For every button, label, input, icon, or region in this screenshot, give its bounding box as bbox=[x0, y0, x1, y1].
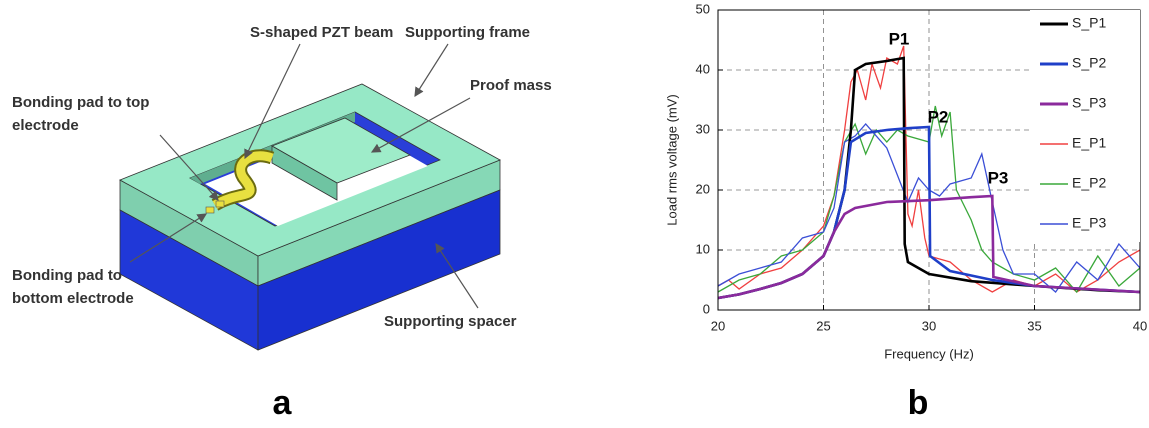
legend-label: S_P2 bbox=[1072, 55, 1106, 71]
diagram-label: Bonding pad to bbox=[12, 267, 122, 284]
y-tick-label: 50 bbox=[696, 1, 710, 16]
diagram-label: bottom electrode bbox=[12, 290, 134, 307]
diagram-label: Supporting spacer bbox=[384, 313, 517, 330]
diagram-label: Proof mass bbox=[470, 77, 552, 94]
legend-label: S_P1 bbox=[1072, 15, 1106, 31]
y-axis-label: Load rms voltage (mV) bbox=[664, 94, 679, 226]
legend-label: S_P3 bbox=[1072, 95, 1106, 111]
y-tick-label: 40 bbox=[696, 61, 710, 76]
arrow bbox=[159, 134, 219, 201]
x-tick-label: 30 bbox=[922, 318, 936, 333]
arrow bbox=[414, 43, 449, 98]
series-line bbox=[717, 194, 1141, 300]
diagram-label: electrode bbox=[12, 117, 79, 134]
arrow bbox=[129, 213, 208, 263]
x-tick-label: 40 bbox=[1133, 318, 1147, 333]
y-tick-label: 20 bbox=[696, 181, 710, 196]
bond-pad bbox=[215, 200, 225, 208]
annotation: P1 bbox=[889, 29, 910, 48]
legend-label: E_P2 bbox=[1072, 175, 1106, 191]
arrow bbox=[370, 97, 471, 153]
panel-label: b bbox=[908, 384, 929, 422]
pzt-beam bbox=[212, 151, 274, 209]
x-tick-label: 35 bbox=[1027, 318, 1041, 333]
diagram-label: S-shaped PZT beam bbox=[250, 24, 393, 41]
bond-pad bbox=[205, 206, 215, 214]
annotation: P3 bbox=[988, 168, 1009, 187]
y-tick-label: 0 bbox=[703, 301, 710, 316]
annotation: P2 bbox=[928, 107, 949, 126]
legend-label: E_P3 bbox=[1072, 215, 1106, 231]
y-tick-label: 10 bbox=[696, 241, 710, 256]
panel-label: a bbox=[273, 384, 293, 422]
x-tick-label: 25 bbox=[816, 318, 830, 333]
legend-label: E_P1 bbox=[1072, 135, 1106, 151]
diagram-label: Supporting frame bbox=[405, 24, 530, 41]
x-axis-label: Frequency (Hz) bbox=[884, 346, 974, 361]
device-drawing bbox=[119, 43, 501, 351]
y-tick-label: 30 bbox=[696, 121, 710, 136]
diagram-label: Bonding pad to top bbox=[12, 94, 149, 111]
arrow bbox=[244, 43, 301, 160]
x-tick-label: 20 bbox=[711, 318, 725, 333]
legend-box bbox=[1030, 10, 1140, 242]
arrow bbox=[435, 242, 479, 309]
spacer-side bbox=[257, 189, 501, 351]
